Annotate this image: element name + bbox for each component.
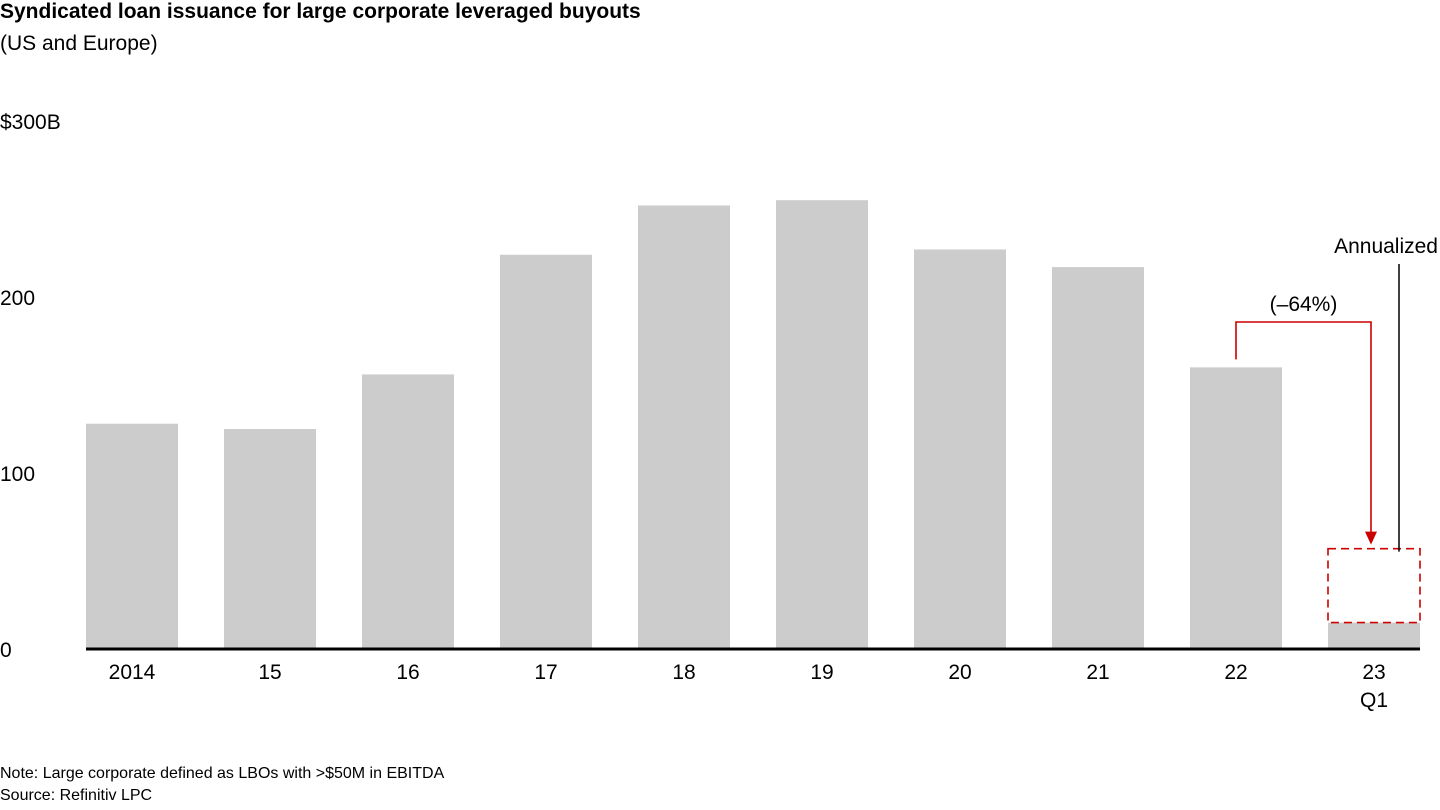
x-axis-tick-labels: 2014 15 16 17 18 19 20 21 22 23 Q1 (109, 661, 1388, 712)
footer-notes: Note: Large corporate defined as LBOs wi… (0, 763, 444, 807)
x-tick-label: 22 (1224, 661, 1247, 684)
y-axis-tick-labels: 0 100 200 $300B (0, 111, 61, 662)
x-tick-label: 2014 (109, 661, 156, 684)
x-tick-sublabel: Q1 (1360, 689, 1388, 712)
annualized-bar-outline (1327, 547, 1421, 624)
bar-22 (1190, 367, 1282, 649)
bar-15 (224, 429, 316, 649)
y-tick-label: 0 (0, 639, 12, 662)
x-tick-label: 15 (258, 661, 281, 684)
footnote: Note: Large corporate defined as LBOs wi… (0, 765, 445, 782)
bar-2014 (86, 423, 178, 649)
x-tick-label: 23 (1362, 661, 1385, 684)
change-bracket (1235, 321, 1372, 533)
x-tick-label: 20 (948, 661, 971, 684)
bar-20 (914, 249, 1006, 650)
y-tick-label: 200 (0, 287, 35, 310)
x-tick-label: 21 (1086, 661, 1109, 684)
annualized-label: Annualized (1334, 235, 1438, 258)
x-tick-label: 17 (534, 661, 557, 684)
bar-21 (1052, 267, 1144, 649)
bar-16 (362, 374, 454, 649)
bar-17 (500, 254, 592, 649)
x-tick-label: 16 (396, 661, 419, 684)
annualized-group: Annualized (1327, 235, 1438, 624)
change-label: (–64%) (1270, 293, 1338, 316)
bar-19 (776, 200, 868, 649)
bar-18 (638, 205, 730, 650)
x-tick-label: 18 (672, 661, 695, 684)
y-tick-label: 100 (0, 463, 35, 486)
bars (86, 200, 1420, 650)
chart-title: Syndicated loan issuance for large corpo… (0, 0, 641, 23)
change-annotation: (–64%) (1235, 293, 1377, 545)
change-arrowhead (1365, 531, 1377, 545)
bar-23 (1328, 622, 1420, 649)
source-note: Source: Refinitiv LPC (0, 787, 153, 804)
x-tick-label: 19 (810, 661, 833, 684)
chart-subtitle: (US and Europe) (0, 32, 158, 55)
y-tick-label: $300B (0, 111, 61, 134)
